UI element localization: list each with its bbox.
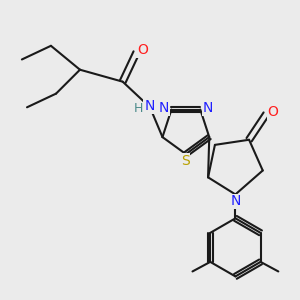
Text: O: O (137, 43, 148, 57)
Text: N: N (231, 194, 241, 208)
Text: N: N (159, 101, 169, 115)
Text: N: N (144, 99, 154, 113)
Text: N: N (203, 101, 213, 115)
Text: S: S (181, 154, 190, 168)
Text: O: O (268, 105, 278, 119)
Text: H: H (134, 102, 143, 115)
